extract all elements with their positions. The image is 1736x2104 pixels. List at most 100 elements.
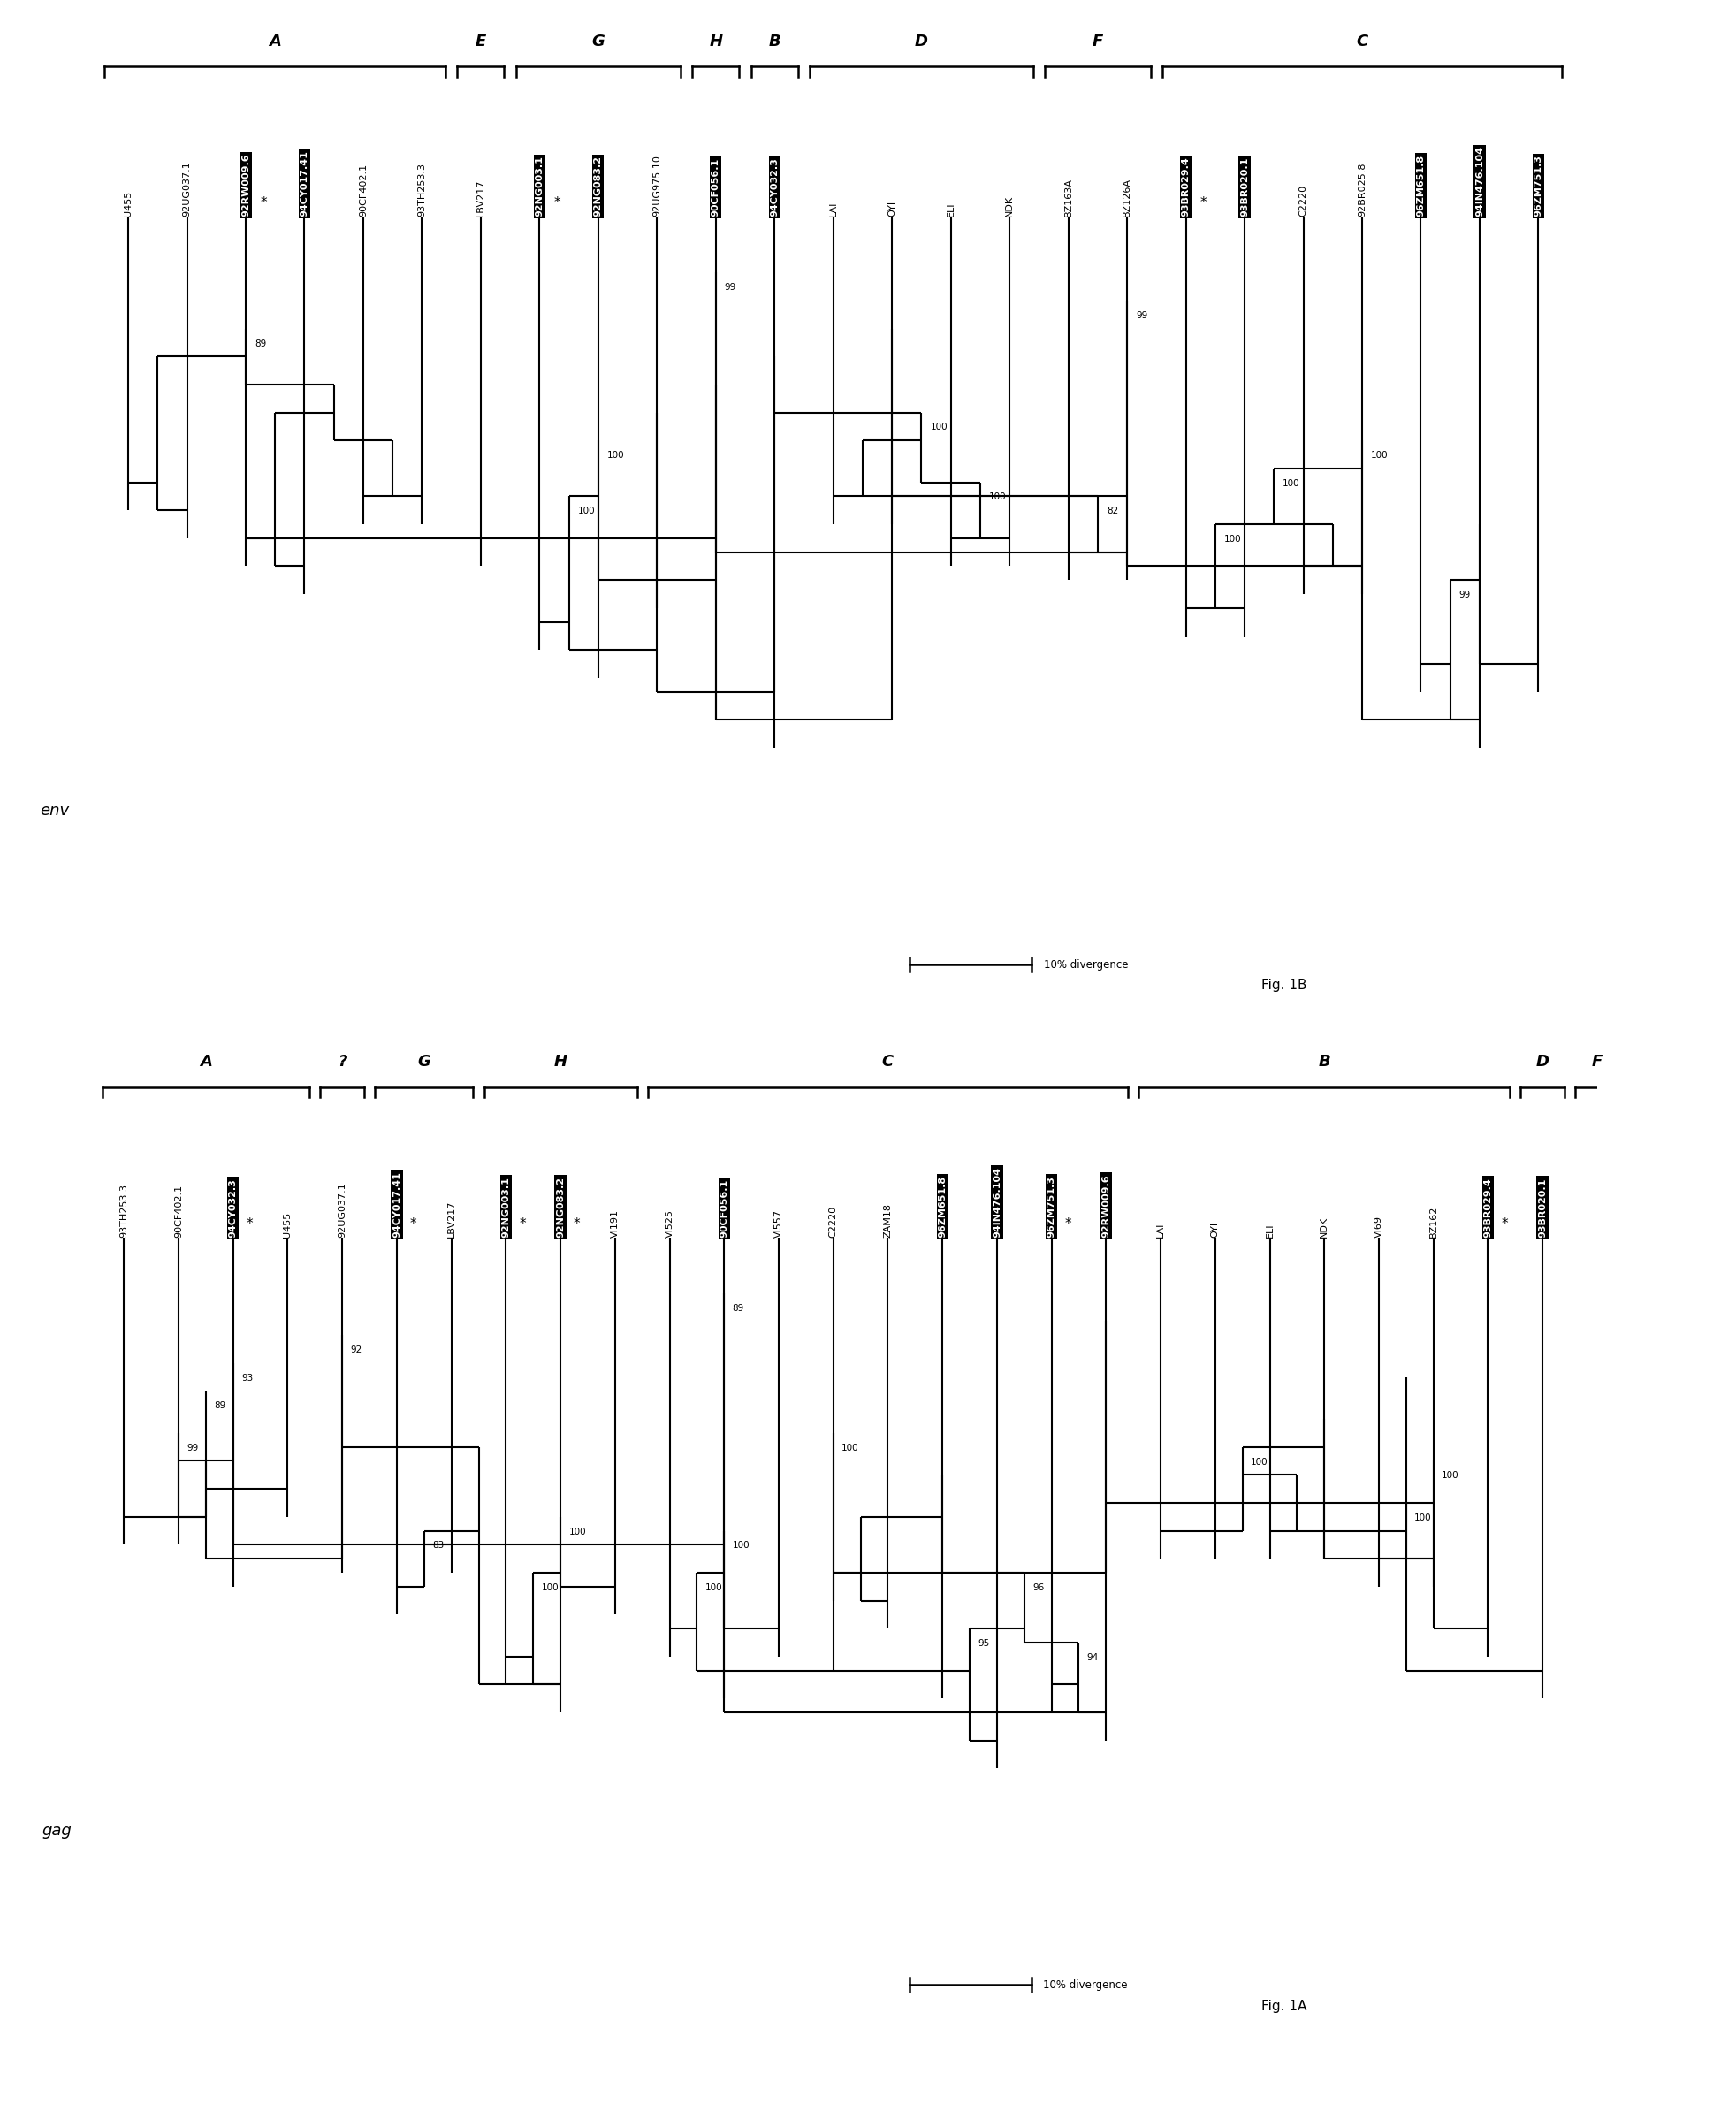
Text: 90CF402.1: 90CF402.1	[174, 1185, 182, 1237]
Text: Fig. 1A: Fig. 1A	[1260, 1999, 1307, 2014]
Text: *: *	[1064, 1216, 1071, 1231]
Text: A: A	[269, 34, 281, 48]
Text: G: G	[592, 34, 604, 48]
Text: 94CY032.3: 94CY032.3	[229, 1178, 238, 1237]
Text: LBV217: LBV217	[476, 179, 484, 217]
Text: *: *	[519, 1216, 526, 1231]
Text: ELI: ELI	[1266, 1222, 1274, 1237]
Text: U455: U455	[283, 1212, 292, 1237]
Text: C2220: C2220	[828, 1206, 838, 1237]
Text: 99: 99	[187, 1443, 198, 1452]
Text: env: env	[40, 804, 69, 818]
Text: 96ZM651.8: 96ZM651.8	[937, 1176, 946, 1237]
Text: 100: 100	[1371, 450, 1389, 461]
Text: 90CF402.1: 90CF402.1	[359, 164, 368, 217]
Text: *: *	[260, 196, 267, 210]
Text: *: *	[247, 1216, 253, 1231]
Text: 100: 100	[705, 1582, 722, 1593]
Text: 99: 99	[1135, 311, 1147, 320]
Text: 100: 100	[842, 1443, 859, 1452]
Text: 92UG975.10: 92UG975.10	[653, 156, 661, 217]
Text: 93BR020.1: 93BR020.1	[1240, 158, 1248, 217]
Text: NDK: NDK	[1319, 1216, 1328, 1237]
Text: BZ126A: BZ126A	[1123, 179, 1132, 217]
Text: VI525: VI525	[665, 1210, 674, 1237]
Text: 96ZM751.3: 96ZM751.3	[1047, 1176, 1055, 1237]
Text: ZAM18: ZAM18	[884, 1203, 892, 1237]
Text: F: F	[1592, 1054, 1602, 1069]
Text: 90CF056.1: 90CF056.1	[720, 1178, 729, 1237]
Text: BZ163A: BZ163A	[1064, 179, 1073, 217]
Text: 92UG037.1: 92UG037.1	[182, 162, 191, 217]
Text: 94IN476.104: 94IN476.104	[993, 1166, 1002, 1237]
Text: *: *	[554, 196, 561, 210]
Text: 82: 82	[1106, 507, 1118, 515]
Text: D: D	[915, 34, 929, 48]
Text: 100: 100	[1224, 534, 1241, 543]
Text: *: *	[573, 1216, 580, 1231]
Text: 90CF056.1: 90CF056.1	[712, 158, 720, 217]
Text: 100: 100	[733, 1542, 750, 1551]
Text: 89: 89	[214, 1401, 226, 1410]
Text: 10% divergence: 10% divergence	[1043, 959, 1128, 970]
Text: 92RW009.6: 92RW009.6	[1102, 1174, 1111, 1237]
Text: 92BR025.8: 92BR025.8	[1358, 162, 1366, 217]
Text: 94CY032.3: 94CY032.3	[771, 158, 779, 217]
Text: H: H	[554, 1054, 568, 1069]
Text: 92NG083.2: 92NG083.2	[556, 1176, 564, 1237]
Text: VI69: VI69	[1375, 1216, 1384, 1237]
Text: 89: 89	[255, 339, 266, 347]
Text: U455: U455	[123, 191, 132, 217]
Text: *: *	[410, 1216, 417, 1231]
Text: OYI: OYI	[887, 200, 896, 217]
Text: gag: gag	[42, 1824, 71, 1839]
Text: 92NG003.1: 92NG003.1	[502, 1176, 510, 1237]
Text: ?: ?	[337, 1054, 347, 1069]
Text: 94CY017.41: 94CY017.41	[392, 1172, 401, 1237]
Text: VI191: VI191	[611, 1210, 620, 1237]
Text: 100: 100	[1250, 1458, 1267, 1466]
Text: 100: 100	[569, 1528, 587, 1536]
Text: E: E	[476, 34, 486, 48]
Text: 93TH253.3: 93TH253.3	[418, 162, 427, 217]
Text: ELI: ELI	[946, 202, 955, 217]
Text: 99: 99	[724, 284, 736, 292]
Text: *: *	[1502, 1216, 1509, 1231]
Text: 100: 100	[1415, 1513, 1432, 1521]
Text: 100: 100	[578, 507, 595, 515]
Text: 92NG003.1: 92NG003.1	[535, 156, 543, 217]
Text: 96ZM651.8: 96ZM651.8	[1417, 156, 1425, 217]
Text: VI557: VI557	[774, 1210, 783, 1237]
Text: 96ZM751.3: 96ZM751.3	[1535, 156, 1543, 217]
Text: Fig. 1B: Fig. 1B	[1260, 978, 1307, 993]
Text: 95: 95	[977, 1639, 990, 1647]
Text: C: C	[1356, 34, 1368, 48]
Text: 92UG037.1: 92UG037.1	[339, 1182, 347, 1237]
Text: G: G	[418, 1054, 431, 1069]
Text: F: F	[1092, 34, 1102, 48]
Text: 100: 100	[930, 423, 948, 431]
Text: NDK: NDK	[1005, 196, 1014, 217]
Text: 100: 100	[990, 492, 1007, 501]
Text: 93BR029.4: 93BR029.4	[1182, 158, 1191, 217]
Text: 83: 83	[432, 1542, 444, 1551]
Text: BZ162: BZ162	[1429, 1206, 1437, 1237]
Text: B: B	[1318, 1054, 1330, 1069]
Text: 99: 99	[1458, 591, 1470, 600]
Text: 94IN476.104: 94IN476.104	[1476, 145, 1484, 217]
Text: 100: 100	[608, 450, 625, 461]
Text: LAI: LAI	[828, 202, 838, 217]
Text: 10% divergence: 10% divergence	[1043, 1980, 1127, 1990]
Text: H: H	[708, 34, 722, 48]
Text: D: D	[1536, 1054, 1549, 1069]
Text: 94: 94	[1087, 1654, 1099, 1662]
Text: 93BR020.1: 93BR020.1	[1538, 1178, 1547, 1237]
Text: 96: 96	[1033, 1582, 1043, 1593]
Text: 100: 100	[1441, 1471, 1458, 1481]
Text: 92: 92	[351, 1347, 363, 1355]
Text: LAI: LAI	[1156, 1222, 1165, 1237]
Text: 100: 100	[542, 1582, 559, 1593]
Text: *: *	[1200, 196, 1207, 210]
Text: 100: 100	[1283, 480, 1300, 488]
Text: OYI: OYI	[1210, 1220, 1220, 1237]
